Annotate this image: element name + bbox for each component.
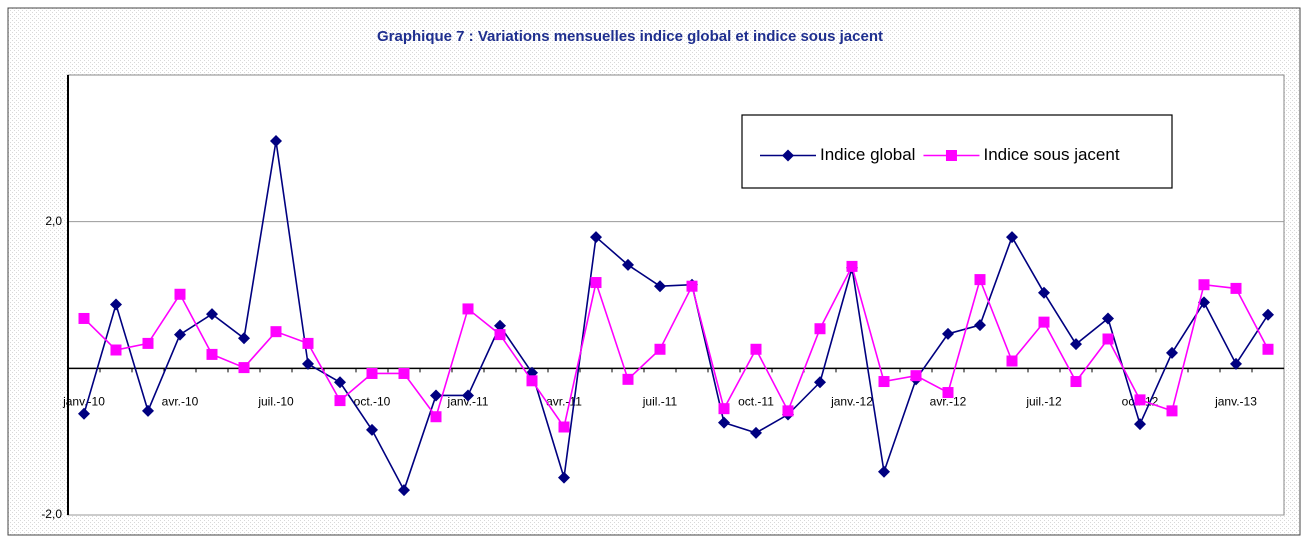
data-point (142, 337, 154, 349)
data-point (878, 376, 890, 388)
data-point (1134, 418, 1146, 431)
legend-label: Indice sous jacent (983, 145, 1119, 164)
data-point (945, 150, 957, 161)
data-point (302, 357, 314, 370)
data-point (1038, 286, 1050, 299)
x-tick-label: juil.-12 (1025, 395, 1062, 409)
data-point (110, 344, 122, 356)
data-point (686, 280, 698, 292)
data-point (206, 308, 218, 321)
legend-box (741, 114, 1173, 189)
data-point (238, 362, 250, 374)
series-line (83, 140, 1269, 493)
data-point (206, 348, 218, 360)
data-point (174, 328, 186, 341)
data-point (750, 426, 762, 439)
x-tick-label: avr.-10 (162, 395, 199, 409)
data-point (558, 471, 570, 484)
data-point (622, 258, 634, 271)
data-point (654, 343, 666, 355)
data-point (142, 404, 154, 417)
data-point (1166, 405, 1178, 417)
x-tick-label: janv.-13 (1214, 395, 1257, 409)
data-point (622, 373, 634, 385)
data-point (1166, 346, 1178, 359)
data-point (430, 411, 442, 423)
data-point (974, 274, 986, 286)
data-point (494, 319, 506, 332)
data-point (1262, 308, 1274, 321)
data-point (398, 367, 410, 379)
data-point (654, 280, 666, 293)
data-point (814, 376, 826, 389)
x-tick-label: juil.-10 (257, 395, 294, 409)
x-tick-label: juil.-11 (642, 395, 678, 409)
data-point (1262, 343, 1274, 355)
legend-label: Indice global (820, 145, 915, 164)
data-point (302, 337, 314, 349)
data-point (494, 329, 506, 341)
data-point (334, 395, 346, 407)
y-tick-label: -2,0 (41, 507, 62, 521)
data-point (1198, 279, 1210, 291)
data-point (590, 231, 602, 244)
data-point (1070, 376, 1082, 388)
data-point (718, 403, 730, 415)
data-point (366, 367, 378, 379)
data-point (462, 303, 474, 315)
data-point (910, 370, 922, 382)
data-point (590, 277, 602, 289)
data-point (846, 260, 858, 272)
data-point (110, 298, 122, 311)
data-point (942, 327, 954, 340)
data-point (1134, 394, 1146, 406)
data-point (718, 416, 730, 429)
data-point (1006, 355, 1018, 367)
data-point (782, 149, 794, 162)
data-point (366, 423, 378, 436)
x-tick-label: oct.-11 (738, 395, 774, 409)
data-point (558, 421, 570, 433)
x-tick-label: janv.-11 (447, 395, 489, 409)
chart-title: Graphique 7 : Variations mensuelles indi… (377, 28, 883, 45)
x-tick-label: avr.-11 (546, 395, 582, 409)
data-point (1230, 357, 1242, 370)
data-point (462, 389, 474, 402)
x-tick-label: janv.-10 (62, 395, 105, 409)
data-point (526, 375, 538, 387)
x-tick-label: oct.-10 (354, 395, 391, 409)
data-point (782, 405, 794, 417)
data-point (270, 135, 282, 147)
data-point (1070, 338, 1082, 351)
data-point (1038, 316, 1050, 328)
data-point (1006, 231, 1018, 244)
x-tick-label: avr.-12 (930, 395, 967, 409)
data-point (78, 312, 90, 324)
data-point (1102, 312, 1114, 325)
y-tick-label: 2,0 (45, 214, 62, 228)
data-point (1102, 333, 1114, 345)
data-point (398, 484, 410, 497)
x-tick-label: janv.-12 (830, 395, 873, 409)
data-point (878, 465, 890, 478)
data-point (942, 387, 954, 399)
data-point (334, 376, 346, 389)
data-point (430, 389, 442, 402)
data-point (814, 323, 826, 335)
data-point (78, 407, 90, 420)
data-point (174, 288, 186, 300)
data-point (1230, 282, 1242, 294)
data-point (974, 319, 986, 332)
data-point (750, 343, 762, 355)
data-point (270, 326, 282, 338)
data-point (238, 332, 250, 345)
